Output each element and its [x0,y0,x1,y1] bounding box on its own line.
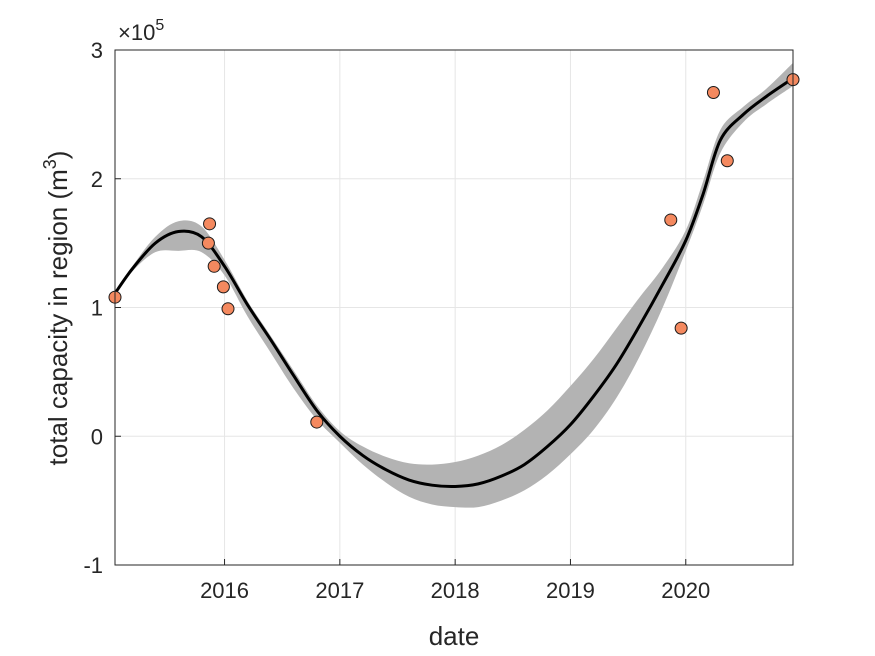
y-tick-label: 0 [91,424,103,449]
y-tick-label: 3 [91,38,103,63]
confidence-band-area [115,62,793,508]
y-tick-label: 2 [91,167,103,192]
y-tick-label: 1 [91,296,103,321]
y-tick-label: -1 [83,553,103,578]
y-axis-label-suffix: ) [43,151,73,160]
observation-point [203,217,217,231]
y-multiplier-label: ×105 [118,17,164,45]
y-axis-label-main: total capacity in region (m [43,169,73,465]
x-tick-label: 2017 [315,578,364,603]
observation-point [674,321,688,335]
observation-point [664,213,678,227]
observation-point [310,415,324,429]
fit-line-path [113,76,795,489]
y-multiplier-base: ×10 [118,20,155,45]
y-tick-labels: -1 0 1 2 3 [83,38,103,578]
fit-line [113,76,795,489]
x-tick-label: 2016 [200,578,249,603]
x-tick-label: 2019 [546,578,595,603]
observation-point [201,236,215,250]
x-tick-label: 2020 [661,578,710,603]
x-tick-label: 2018 [431,578,480,603]
x-tick-labels: 2016 2017 2018 2019 2020 [200,578,710,603]
y-axis-label: total capacity in region (m3) [40,151,73,466]
axes [114,49,794,566]
confidence-band [115,62,793,508]
x-axis-label: date [429,621,480,651]
observation-point [221,302,235,316]
observation-point [706,85,720,99]
observation-point [216,280,230,294]
observation-point [207,259,221,273]
observation-point [720,154,734,168]
y-axis-label-superscript: 3 [40,159,60,169]
y-multiplier-exponent: 5 [155,17,164,34]
